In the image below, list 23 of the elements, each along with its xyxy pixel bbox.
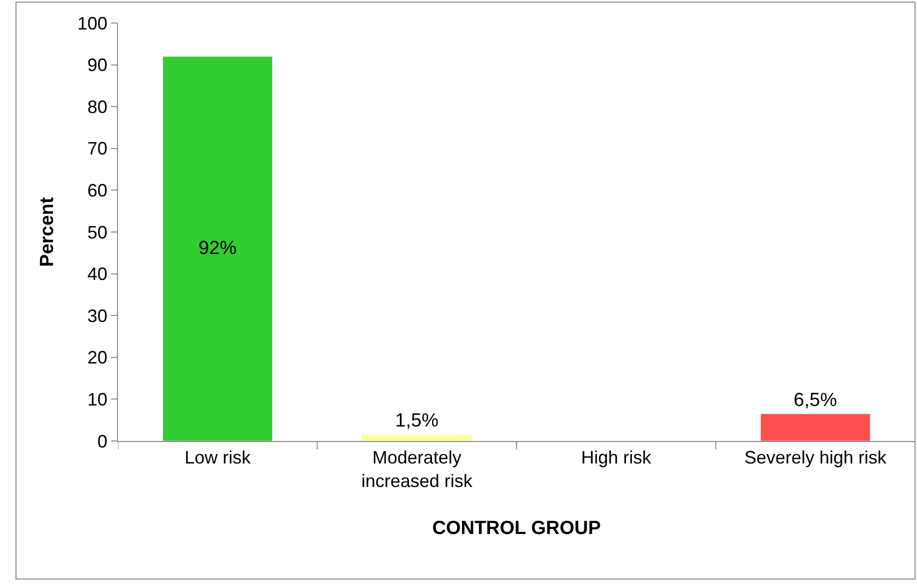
y-tick-label: 30 xyxy=(87,306,108,326)
y-tick-label: 0 xyxy=(97,431,108,452)
y-tick-label: 40 xyxy=(87,264,108,284)
data-label: 92% xyxy=(198,238,237,260)
x-tick-label: Low risk xyxy=(184,448,252,468)
y-tick-label: 100 xyxy=(77,13,108,34)
y-tick-label: 50 xyxy=(87,222,108,242)
y-axis-title: Percent xyxy=(37,196,58,267)
y-tick-label: 90 xyxy=(87,55,108,76)
x-tick-label: Severely high risk xyxy=(744,448,888,468)
x-tick-label: Moderately increased risk xyxy=(361,448,474,491)
y-tick-label: 60 xyxy=(87,180,108,200)
data-label: 1,5% xyxy=(395,410,439,432)
x-axis-title: CONTROL GROUP xyxy=(432,518,602,539)
data-label: 6,5% xyxy=(794,390,838,411)
y-tick-label: 10 xyxy=(87,390,108,410)
bar xyxy=(760,414,870,441)
bar xyxy=(162,56,273,441)
x-tick-label: High risk xyxy=(581,448,652,468)
y-tick-label: 70 xyxy=(87,138,108,159)
y-tick-label: 80 xyxy=(87,96,108,117)
bar xyxy=(362,434,472,441)
y-tick-label: 20 xyxy=(87,348,108,368)
